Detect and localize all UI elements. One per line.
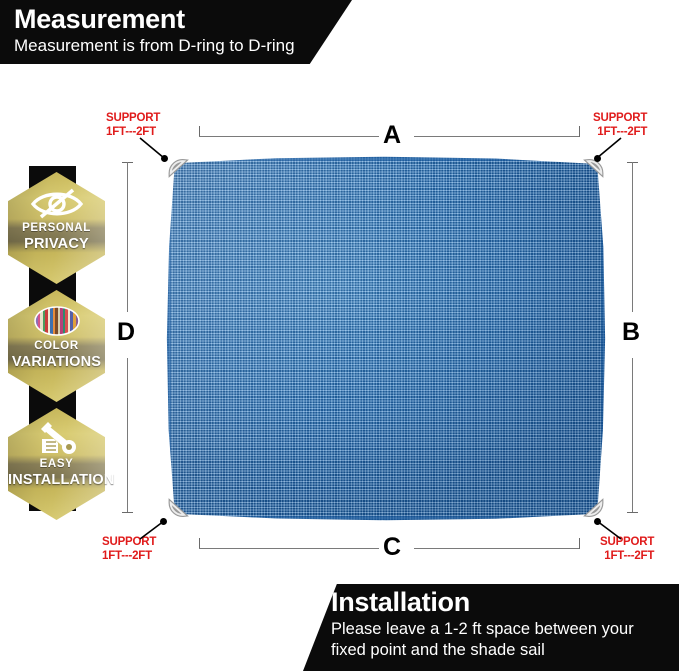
- badge-label-line2: VARIATIONS: [11, 354, 102, 370]
- dimension-c-line-right: [414, 548, 580, 549]
- installation-banner-title: Installation: [331, 587, 470, 617]
- support-label-line2: 1FT---2FT: [604, 549, 655, 562]
- installation-subtitle-line2: fixed point and the shade sail: [331, 641, 545, 659]
- support-label-line2: 1FT---2FT: [106, 125, 156, 138]
- support-leader-line-bottom-right: [596, 520, 622, 540]
- support-label-line1: SUPPORT: [600, 536, 655, 548]
- d-ring-bottom-right: [579, 494, 626, 540]
- d-ring-bottom-left: [147, 494, 194, 540]
- measurement-banner-title: Measurement: [14, 4, 185, 34]
- support-label-line2: 1FT---2FT: [597, 125, 648, 138]
- badge-label-line1: COLOR: [34, 340, 79, 352]
- dimension-b-line-top: [632, 162, 633, 312]
- dimension-b-label: B: [622, 318, 641, 346]
- dimension-a-line-right: [414, 136, 580, 137]
- dimension-d-tick-bottom: [122, 512, 133, 513]
- support-anchor-dot-bottom-right: [594, 518, 601, 525]
- support-callout-top-left: SUPPORT 1FT---2FT: [106, 112, 160, 139]
- support-label-line1: SUPPORT: [593, 112, 648, 124]
- badge-label-line1: EASY: [39, 458, 74, 470]
- color-stripes-icon: [28, 301, 86, 341]
- support-leader-line-bottom-left: [139, 520, 165, 540]
- dimension-d-line-top: [127, 162, 128, 312]
- dimension-c-label: C: [383, 533, 402, 561]
- shade-sail-fabric: [166, 156, 606, 521]
- support-leader-line-top-left: [139, 137, 165, 159]
- support-anchor-dot-top-left: [161, 155, 168, 162]
- d-ring-top-right: [579, 136, 626, 182]
- badge-label-line2: INSTALLATION: [8, 472, 115, 488]
- dimension-b-tick-bottom: [627, 512, 638, 513]
- shade-sail-product-image: [160, 148, 612, 528]
- support-leader-line-top-right: [596, 137, 622, 159]
- dimension-a-tick-right: [579, 126, 580, 137]
- badge-personal-privacy: PERSONAL PRIVACY: [8, 172, 105, 284]
- dimension-d-label: D: [117, 318, 136, 346]
- measurement-banner-subtitle: Measurement is from D-ring to D-ring: [14, 36, 295, 55]
- dimension-d-line-bottom: [127, 358, 128, 513]
- installation-banner: Installation Please leave a 1-2 ft space…: [303, 584, 679, 671]
- dimension-a-line-left: [199, 136, 379, 137]
- dimension-a-label: A: [383, 121, 402, 149]
- support-callout-bottom-left: SUPPORT 1FT---2FT: [102, 536, 156, 563]
- dimension-a-tick-left: [199, 126, 200, 137]
- eye-slash-icon: [28, 183, 86, 223]
- dimension-b-line-bottom: [632, 358, 633, 513]
- support-label-line1: SUPPORT: [102, 536, 157, 548]
- badge-label-line2: PRIVACY: [24, 236, 89, 252]
- wrench-hand-icon: [28, 419, 86, 459]
- dimension-c-tick-left: [199, 538, 200, 549]
- badge-easy-installation: EASY INSTALLATION: [8, 408, 115, 520]
- badge-label-line1: PERSONAL: [22, 222, 91, 234]
- dimension-c-line-left: [199, 548, 379, 549]
- support-callout-bottom-right: SUPPORT 1FT---2FT: [600, 536, 654, 563]
- support-callout-top-right: SUPPORT 1FT---2FT: [593, 112, 647, 139]
- d-ring-top-left: [147, 136, 194, 182]
- installation-subtitle-line1: Please leave a 1-2 ft space between your: [331, 620, 634, 638]
- badge-color-variations: COLOR VARIATIONS: [8, 290, 105, 402]
- installation-banner-subtitle: Please leave a 1-2 ft space between your…: [331, 619, 634, 661]
- measurement-banner: Measurement Measurement is from D-ring t…: [0, 0, 352, 64]
- support-label-line1: SUPPORT: [106, 112, 161, 124]
- support-anchor-dot-top-right: [594, 155, 601, 162]
- support-label-line2: 1FT---2FT: [102, 549, 152, 562]
- dimension-c-tick-right: [579, 538, 580, 549]
- support-anchor-dot-bottom-left: [160, 518, 167, 525]
